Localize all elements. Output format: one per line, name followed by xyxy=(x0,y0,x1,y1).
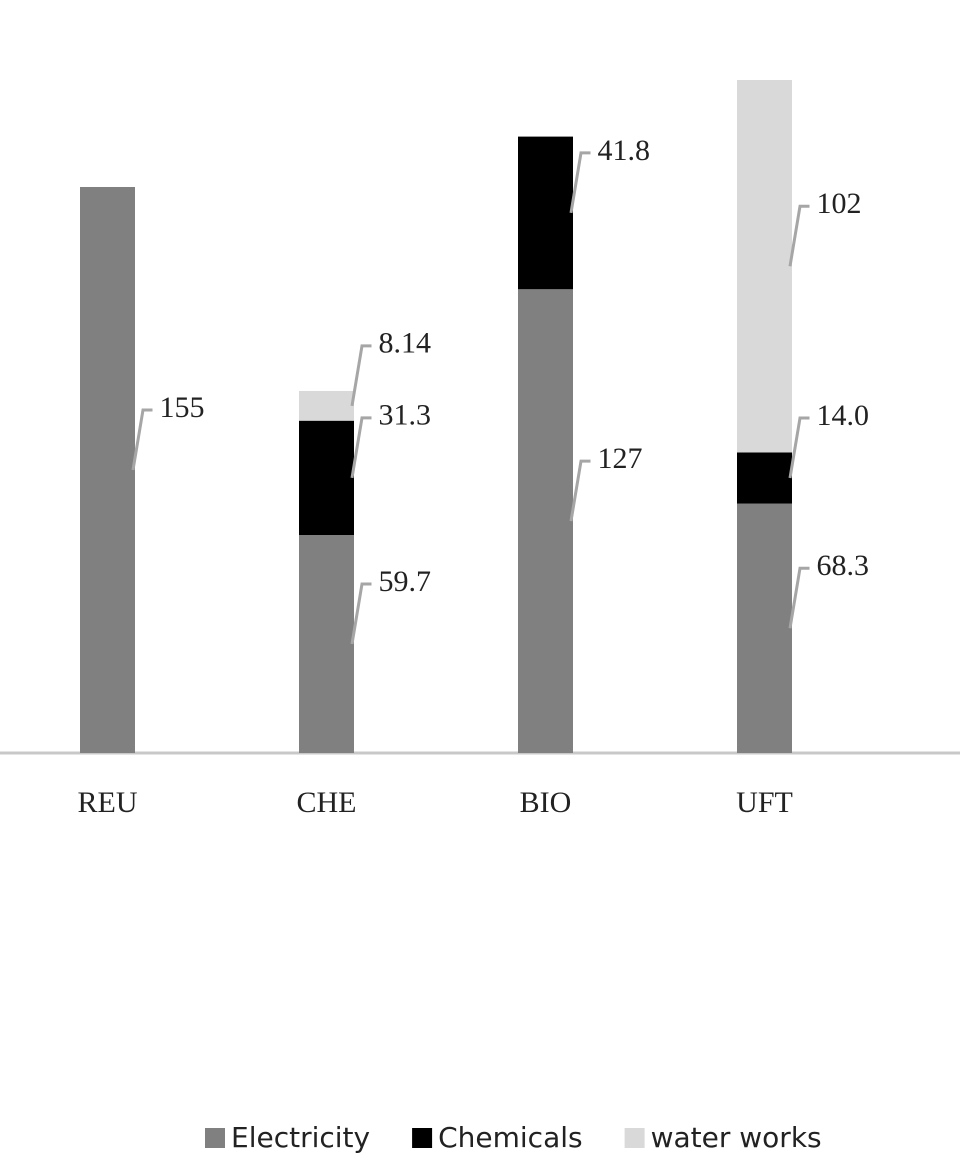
bar-segment xyxy=(80,186,135,754)
leader-line xyxy=(131,408,153,471)
legend-label: Electricity xyxy=(231,1121,370,1154)
leader-line xyxy=(569,151,591,214)
leader-line xyxy=(788,416,810,479)
legend-swatch xyxy=(205,1128,225,1148)
legend-label: Chemicals xyxy=(438,1121,583,1154)
bar-segment xyxy=(299,390,354,421)
data-label: 68.3 xyxy=(817,549,870,582)
data-label: 127 xyxy=(598,442,643,475)
bar-segment xyxy=(737,80,792,453)
leader-line xyxy=(350,582,372,645)
x-tick-label: CHE xyxy=(297,786,357,819)
data-label: 102 xyxy=(817,187,862,220)
legend-swatch xyxy=(412,1128,433,1148)
leader-line xyxy=(788,566,810,629)
legend-swatch xyxy=(624,1128,645,1148)
data-label: 155 xyxy=(160,391,205,424)
x-tick-label: UFT xyxy=(736,786,793,819)
bar-segment xyxy=(299,420,354,535)
bar-segment xyxy=(518,136,573,290)
x-tick-label: BIO xyxy=(520,786,572,819)
legend-label: water works xyxy=(651,1121,822,1154)
leader-line xyxy=(788,204,810,267)
data-label: 14.0 xyxy=(817,399,870,432)
leader-line xyxy=(569,459,591,522)
bar-segment xyxy=(299,534,354,753)
data-label: 59.7 xyxy=(379,565,432,598)
bar-segment xyxy=(518,289,573,753)
data-label: 41.8 xyxy=(598,134,651,167)
data-label: 8.14 xyxy=(379,327,432,360)
leader-line xyxy=(350,344,372,407)
bar-segment xyxy=(737,452,792,504)
leader-line xyxy=(350,416,372,479)
data-label: 31.3 xyxy=(379,399,432,432)
x-tick-label: REU xyxy=(78,786,138,819)
bar-segment xyxy=(737,503,792,753)
